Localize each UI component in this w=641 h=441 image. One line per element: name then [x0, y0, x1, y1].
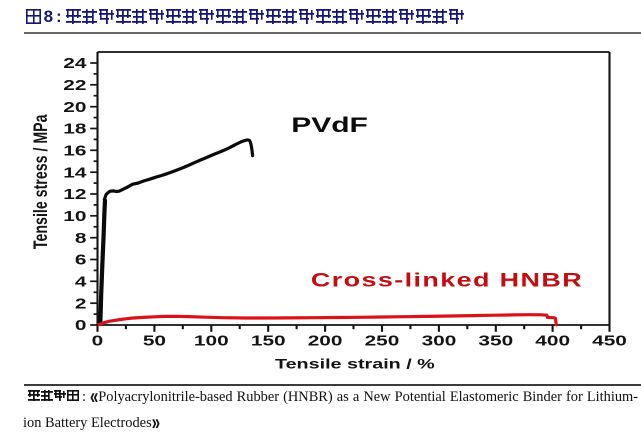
svg-text:400: 400	[535, 332, 570, 349]
svg-text:12: 12	[63, 186, 86, 203]
svg-text:6: 6	[75, 251, 87, 268]
svg-text:Tensile strain / %: Tensile strain / %	[275, 355, 435, 372]
svg-text:150: 150	[251, 332, 286, 349]
svg-text:250: 250	[365, 332, 400, 349]
svg-text:10: 10	[63, 208, 86, 225]
svg-text:Tensile stress / MPa: Tensile stress / MPa	[29, 114, 52, 249]
svg-text:24: 24	[63, 55, 86, 72]
svg-text:PVdF: PVdF	[291, 112, 368, 137]
svg-text:20: 20	[63, 99, 86, 116]
svg-text:0: 0	[92, 332, 104, 349]
svg-text:16: 16	[63, 142, 86, 159]
svg-text:50: 50	[143, 332, 166, 349]
svg-text:8: 8	[75, 230, 87, 247]
svg-text:100: 100	[194, 332, 229, 349]
svg-text:350: 350	[478, 332, 513, 349]
svg-text:0: 0	[75, 317, 87, 334]
svg-text:450: 450	[592, 332, 627, 349]
svg-text:18: 18	[63, 120, 86, 137]
svg-text:200: 200	[308, 332, 343, 349]
svg-text:14: 14	[63, 164, 86, 181]
svg-text:300: 300	[422, 332, 457, 349]
svg-text:4: 4	[75, 273, 87, 290]
svg-text:2: 2	[75, 295, 87, 312]
svg-text:Cross-linked HNBR: Cross-linked HNBR	[311, 269, 583, 290]
svg-text:22: 22	[63, 77, 86, 94]
